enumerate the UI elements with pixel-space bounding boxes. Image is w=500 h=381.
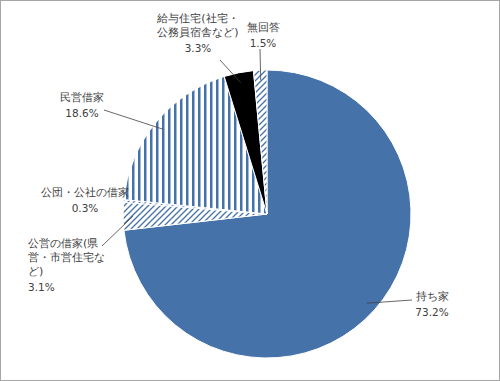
category-label: 給与住宅(社宅・公務員宿舎など) <box>156 12 238 39</box>
value-label: 18.6% <box>65 107 98 119</box>
chart-container: 持ち家 73.2% 公営の借家(県営・市営住宅など) 3.1% 公団・公社の借家 0.3%… <box>0 0 500 381</box>
value-label: 0.3% <box>72 202 99 214</box>
category-label: 持ち家 <box>416 290 449 303</box>
category-label: 無回答 <box>247 21 280 34</box>
category-label: 公営の借家(県営・市営住宅など) <box>28 237 105 278</box>
leader-line <box>102 216 133 246</box>
category-label: 民営借家 <box>60 91 104 104</box>
data-labels: 持ち家 73.2% 公営の借家(県営・市営住宅など) 3.1% 公団・公社の借家 0.3%… <box>28 12 449 318</box>
pie-slice <box>253 70 267 214</box>
pie-chart: 持ち家 73.2% 公営の借家(県営・市営住宅など) 3.1% 公団・公社の借家 0.3%… <box>0 0 500 381</box>
chart-frame <box>1 1 500 381</box>
value-label: 73.2% <box>415 306 448 318</box>
leader-line <box>133 201 134 202</box>
leader-line <box>104 110 163 129</box>
pie-slice <box>124 70 411 358</box>
category-label: 公団・公社の借家 <box>41 186 129 199</box>
pie-slice <box>224 71 267 214</box>
leader-line <box>260 49 262 80</box>
value-label: 3.1% <box>28 281 55 293</box>
slices <box>123 70 411 358</box>
leader-line <box>220 60 241 83</box>
leader-line <box>367 300 412 303</box>
value-label: 3.3% <box>185 42 212 54</box>
value-label: 1.5% <box>250 37 277 49</box>
